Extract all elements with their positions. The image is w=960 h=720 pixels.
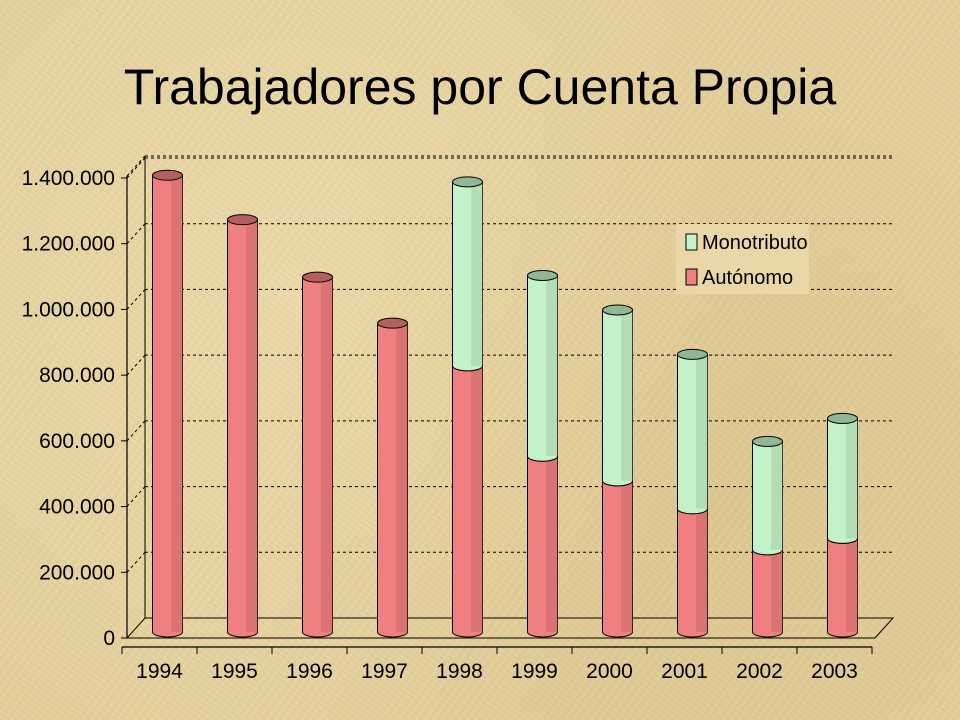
legend-swatch-monotributo — [685, 233, 698, 251]
legend-label-monotributo: Monotributo — [702, 232, 808, 254]
bar-cap — [302, 271, 333, 283]
bars — [152, 169, 858, 638]
axes — [121, 156, 873, 654]
bar-cap — [527, 270, 558, 281]
x-tick-label: 1999 — [511, 660, 558, 683]
x-tick-label: 2000 — [586, 660, 633, 683]
y-tick-label: 1.200.000 — [22, 233, 115, 256]
y-tick-label: 1.400.000 — [22, 167, 115, 190]
legend-label-autónomo: Autónomo — [702, 267, 793, 289]
bar-shade — [846, 538, 858, 632]
y-tick-label: 400.000 — [39, 496, 115, 519]
gridlines — [126, 155, 893, 573]
bar-shade — [771, 549, 783, 632]
bar-cap — [377, 317, 408, 329]
chart-floor — [125, 617, 895, 639]
bar-shade — [546, 275, 558, 457]
bar-shade — [471, 181, 483, 366]
chart-walls — [125, 617, 895, 639]
gridline-diagonal — [126, 551, 146, 573]
y-tick-label: 800.000 — [39, 364, 115, 387]
x-tick-label: 1997 — [361, 660, 408, 683]
chart-title: Trabajadores por Cuenta Propia — [123, 59, 837, 115]
legend-box — [676, 224, 809, 294]
bar-shade — [696, 508, 708, 632]
x-tick-label: 1995 — [211, 660, 258, 683]
y-tick-label: 600.000 — [39, 430, 115, 453]
bar-shade — [171, 175, 183, 633]
bar-cap — [152, 169, 183, 181]
bar-cap — [227, 214, 258, 226]
x-tick-label: 1998 — [436, 660, 483, 683]
bar-shade — [621, 480, 633, 632]
y-tick-labels: 0 200.000 400.000 600.000 800.000 1.000.000 1.… — [22, 167, 115, 650]
x-tick-label: 1994 — [136, 660, 183, 683]
y-tick-label: 1.000.000 — [22, 298, 115, 321]
gridline-diagonal — [126, 354, 146, 376]
bar-shade — [771, 441, 783, 550]
x-tick-label: 1996 — [286, 660, 333, 683]
x-tick-labels: 1994 1995 1996 1997 1998 1999 2000 2001 2002 2003 — [136, 660, 858, 683]
bar-cap — [452, 176, 483, 188]
bar-shade — [846, 418, 858, 539]
legend: Monotributo Autónomo — [676, 224, 809, 294]
bar-cap — [752, 435, 783, 447]
bar-shade — [246, 219, 258, 632]
bar-cap — [827, 412, 858, 424]
x-tick-label: 2002 — [736, 660, 783, 683]
bar-cap — [602, 304, 633, 316]
bar-shade — [546, 456, 558, 632]
gridline-diagonal — [126, 486, 146, 507]
gridline-diagonal — [126, 420, 146, 442]
bar-shade — [396, 323, 408, 632]
gridline-diagonal — [126, 289, 146, 310]
legend-swatch-autónomo — [685, 268, 698, 286]
bar-shade — [321, 277, 333, 632]
y-tick-label: 0 — [103, 627, 115, 650]
y-tick-label: 200.000 — [39, 561, 115, 584]
bar-shade — [621, 310, 633, 481]
bar-cap — [677, 348, 708, 360]
gridline-diagonal — [126, 157, 146, 179]
x-tick-label: 2003 — [811, 660, 858, 683]
bar-shade — [696, 354, 708, 509]
x-tick-label: 2001 — [661, 660, 708, 683]
gridline-diagonal — [126, 155, 146, 177]
gridline-diagonal — [126, 223, 146, 245]
bar-shade — [471, 365, 483, 632]
